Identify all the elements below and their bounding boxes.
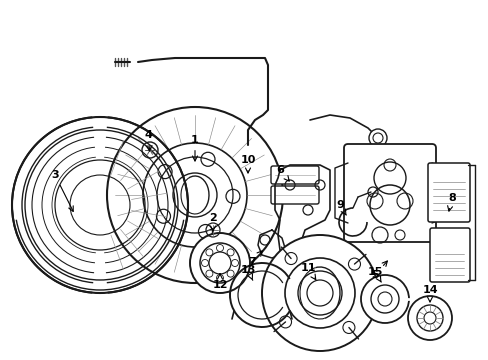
FancyBboxPatch shape: [427, 163, 469, 222]
Text: 2: 2: [209, 213, 217, 231]
FancyBboxPatch shape: [270, 186, 318, 204]
Text: 15: 15: [366, 267, 382, 282]
Circle shape: [190, 233, 249, 293]
Text: 7: 7: [247, 251, 262, 267]
Text: 3: 3: [51, 170, 73, 211]
Text: 9: 9: [335, 200, 346, 215]
Text: 4: 4: [144, 130, 152, 151]
Circle shape: [360, 275, 408, 323]
Circle shape: [407, 296, 451, 340]
Text: 13: 13: [240, 265, 255, 280]
Circle shape: [107, 107, 283, 283]
Text: 6: 6: [276, 165, 288, 181]
FancyBboxPatch shape: [429, 228, 469, 282]
Text: 8: 8: [447, 193, 455, 211]
Text: 1: 1: [191, 135, 199, 161]
FancyBboxPatch shape: [343, 144, 435, 242]
Text: 12: 12: [212, 274, 227, 290]
Text: 10: 10: [240, 155, 255, 173]
FancyBboxPatch shape: [270, 166, 318, 184]
Circle shape: [262, 235, 377, 351]
Text: 11: 11: [300, 263, 315, 280]
Text: 14: 14: [421, 285, 437, 302]
Circle shape: [368, 129, 386, 147]
Text: 5: 5: [370, 261, 386, 280]
